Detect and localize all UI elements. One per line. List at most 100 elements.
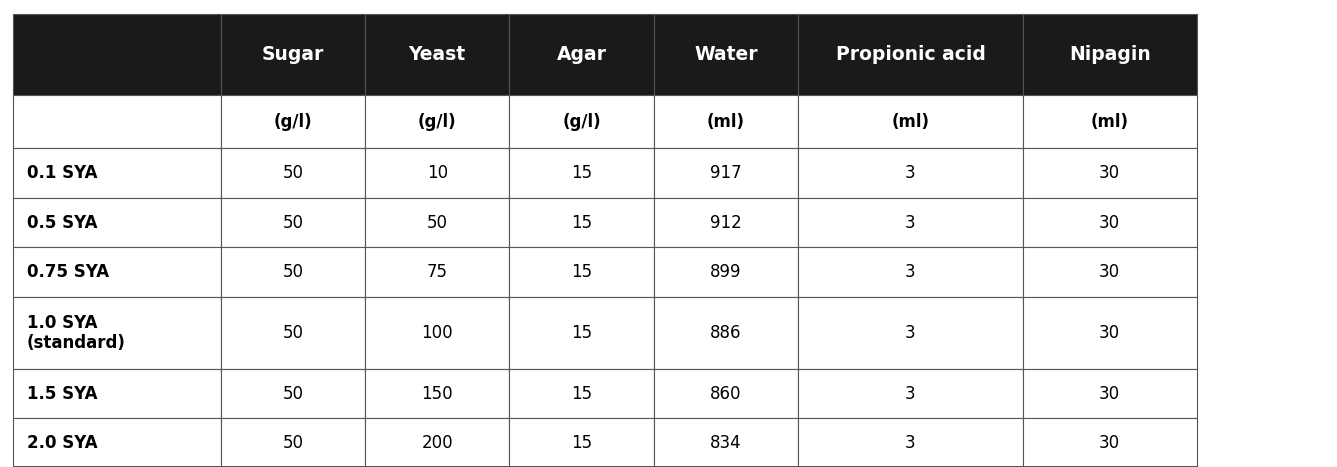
Text: (ml): (ml) <box>1091 113 1128 131</box>
Bar <box>654 198 798 248</box>
Bar <box>13 248 221 297</box>
Bar <box>798 198 1023 248</box>
Bar <box>13 369 221 418</box>
Text: 50: 50 <box>282 263 303 281</box>
Text: 30: 30 <box>1099 324 1120 342</box>
Bar <box>1023 149 1197 198</box>
Bar <box>365 198 509 248</box>
Text: 3: 3 <box>905 214 916 232</box>
Bar <box>509 297 654 369</box>
Bar <box>13 466 1197 467</box>
Text: 10: 10 <box>427 164 448 182</box>
Text: 886: 886 <box>710 324 742 342</box>
Text: 200: 200 <box>421 434 453 452</box>
Text: 50: 50 <box>282 164 303 182</box>
Bar <box>798 149 1023 198</box>
Bar <box>13 297 221 369</box>
Text: Sugar: Sugar <box>262 45 324 64</box>
Text: 30: 30 <box>1099 385 1120 403</box>
Text: Nipagin: Nipagin <box>1068 45 1151 64</box>
Bar <box>13 198 221 248</box>
Text: Agar: Agar <box>556 45 607 64</box>
Bar <box>1023 369 1197 418</box>
Text: 50: 50 <box>282 385 303 403</box>
Text: 0.75 SYA: 0.75 SYA <box>27 263 108 281</box>
Bar <box>221 198 365 248</box>
Text: (g/l): (g/l) <box>418 113 456 131</box>
Bar <box>798 248 1023 297</box>
Text: (ml): (ml) <box>707 113 745 131</box>
Bar <box>221 95 365 149</box>
Text: 15: 15 <box>571 324 592 342</box>
Bar <box>654 14 798 95</box>
Text: 15: 15 <box>571 385 592 403</box>
Text: 15: 15 <box>571 263 592 281</box>
Bar <box>365 418 509 467</box>
Bar <box>365 297 509 369</box>
Bar <box>365 369 509 418</box>
Bar <box>654 248 798 297</box>
Bar <box>221 14 365 95</box>
Bar <box>798 14 1023 95</box>
Bar <box>1023 14 1197 95</box>
Bar <box>798 95 1023 149</box>
Bar <box>365 149 509 198</box>
Text: 15: 15 <box>571 434 592 452</box>
Text: (ml): (ml) <box>892 113 929 131</box>
Text: 50: 50 <box>282 214 303 232</box>
Bar <box>654 149 798 198</box>
Bar <box>1023 297 1197 369</box>
Text: 899: 899 <box>710 263 742 281</box>
Text: 3: 3 <box>905 385 916 403</box>
Text: Yeast: Yeast <box>409 45 465 64</box>
Bar <box>654 95 798 149</box>
Text: 917: 917 <box>710 164 742 182</box>
Text: 1.0 SYA
(standard): 1.0 SYA (standard) <box>27 313 126 353</box>
Bar <box>13 418 221 467</box>
Text: 3: 3 <box>905 324 916 342</box>
Text: 3: 3 <box>905 434 916 452</box>
Bar <box>509 418 654 467</box>
Bar <box>365 248 509 297</box>
Bar <box>798 418 1023 467</box>
Bar <box>654 418 798 467</box>
Bar <box>509 248 654 297</box>
Text: 30: 30 <box>1099 434 1120 452</box>
Bar <box>13 149 221 198</box>
Bar <box>798 369 1023 418</box>
Bar <box>654 297 798 369</box>
Text: 75: 75 <box>427 263 448 281</box>
Bar <box>509 95 654 149</box>
Text: 50: 50 <box>282 434 303 452</box>
Text: 0.5 SYA: 0.5 SYA <box>27 214 98 232</box>
Text: 3: 3 <box>905 263 916 281</box>
Text: 1.5 SYA: 1.5 SYA <box>27 385 98 403</box>
Bar <box>13 95 221 149</box>
Text: 912: 912 <box>710 214 742 232</box>
Bar <box>1023 418 1197 467</box>
Bar <box>1023 95 1197 149</box>
Text: Water: Water <box>694 45 758 64</box>
Bar <box>221 149 365 198</box>
Bar <box>509 369 654 418</box>
Bar <box>1023 248 1197 297</box>
Text: 15: 15 <box>571 164 592 182</box>
Bar <box>509 198 654 248</box>
Text: 30: 30 <box>1099 263 1120 281</box>
Text: 860: 860 <box>710 385 742 403</box>
Text: 0.1 SYA: 0.1 SYA <box>27 164 98 182</box>
Bar <box>365 14 509 95</box>
Text: Propionic acid: Propionic acid <box>836 45 985 64</box>
Text: 834: 834 <box>710 434 742 452</box>
Text: 50: 50 <box>427 214 448 232</box>
Bar <box>221 297 365 369</box>
Text: 30: 30 <box>1099 164 1120 182</box>
Text: 3: 3 <box>905 164 916 182</box>
Bar <box>221 248 365 297</box>
Text: 15: 15 <box>571 214 592 232</box>
Bar <box>365 95 509 149</box>
Bar <box>221 369 365 418</box>
Bar <box>221 418 365 467</box>
Bar <box>1023 198 1197 248</box>
Text: 50: 50 <box>282 324 303 342</box>
